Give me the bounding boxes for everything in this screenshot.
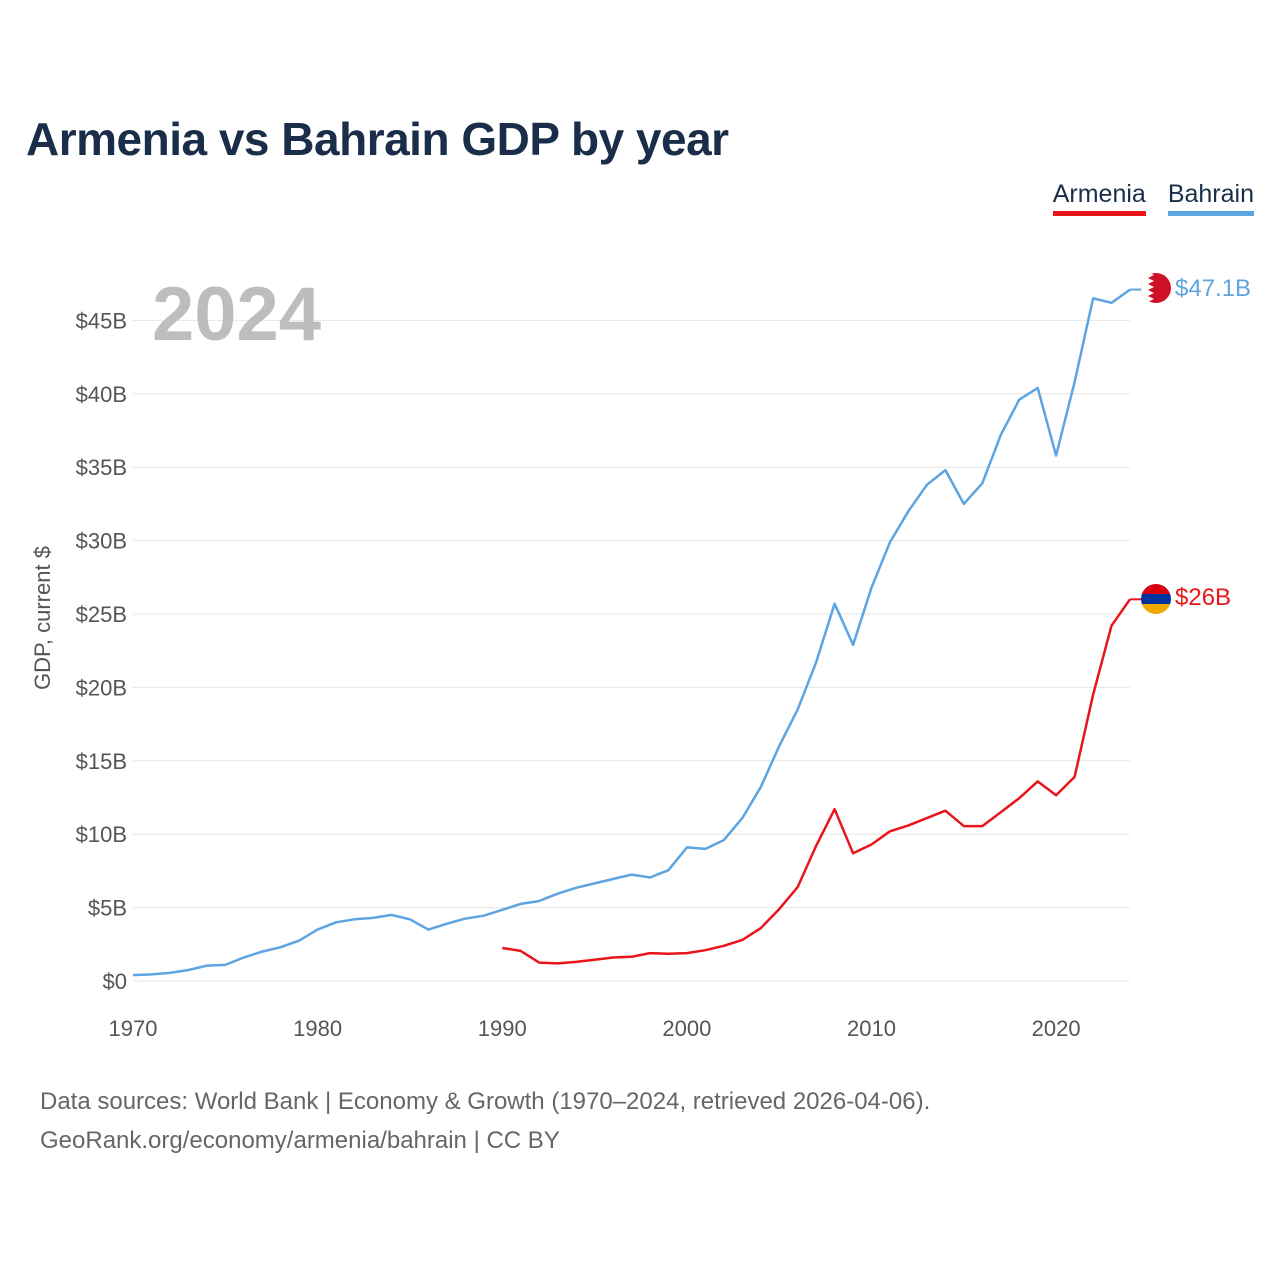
y-tick-label: $0	[103, 969, 127, 994]
grid-lines	[133, 319, 1130, 982]
year-label: 2024	[152, 272, 321, 357]
armenia-series-line	[502, 598, 1132, 965]
y-axis-title: GDP, current $	[30, 546, 55, 690]
y-tick-label: $20B	[76, 675, 127, 700]
legend-item-bahrain[interactable]: Bahrain	[1167, 180, 1254, 216]
y-tick-label: $30B	[76, 529, 127, 554]
x-tick-label: 2010	[847, 1016, 896, 1041]
armenia-end-value: $26B	[1175, 584, 1231, 611]
series-lines	[132, 288, 1132, 977]
x-tick-label: 1980	[293, 1016, 342, 1041]
x-axis: 1970 1980 1990 2000 2010 2020	[109, 1016, 1081, 1041]
footer: Data sources: World Bank | Economy & Gro…	[40, 1082, 930, 1160]
bahrain-flag-icon	[1141, 273, 1171, 303]
y-tick-label: $5B	[88, 896, 127, 921]
x-tick-label: 1990	[478, 1016, 527, 1041]
legend-item-armenia[interactable]: Armenia	[1052, 180, 1146, 216]
y-tick-label: $15B	[76, 749, 127, 774]
legend-label-bahrain: Bahrain	[1167, 180, 1254, 208]
x-tick-label: 2000	[662, 1016, 711, 1041]
x-tick-label: 1970	[109, 1016, 158, 1041]
legend: Armenia Bahrain	[1052, 180, 1254, 216]
y-tick-label: $40B	[76, 382, 127, 407]
chart-title: Armenia vs Bahrain GDP by year	[26, 113, 729, 165]
bahrain-end-value: $47.1B	[1175, 275, 1251, 302]
armenia-flag-icon	[1141, 584, 1171, 614]
legend-label-armenia: Armenia	[1052, 180, 1146, 208]
bahrain-series-line	[132, 288, 1131, 977]
y-tick-label: $45B	[76, 308, 127, 333]
y-tick-label: $35B	[76, 455, 127, 480]
source-link[interactable]: GeoRank.org/economy/armenia/bahrain | CC…	[40, 1127, 560, 1154]
y-tick-label: $10B	[76, 822, 127, 847]
y-tick-label: $25B	[76, 602, 127, 627]
data-source-text: Data sources: World Bank | Economy & Gro…	[40, 1088, 931, 1115]
x-tick-label: 2020	[1032, 1016, 1081, 1041]
y-axis: $0 $5B $10B $15B $20B $25B $30B $35B $40B $45B	[76, 308, 127, 994]
